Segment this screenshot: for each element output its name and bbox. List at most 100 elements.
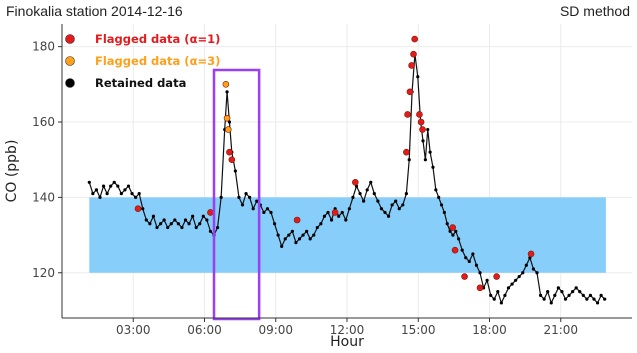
retained-point-46 — [248, 195, 252, 199]
flag1-point-20 — [493, 273, 500, 280]
retained-point-134 — [546, 290, 550, 294]
retained-point-75 — [351, 195, 355, 199]
retained-point-126 — [517, 274, 521, 279]
retained-point-59 — [294, 241, 298, 245]
retained-point-30 — [194, 225, 198, 230]
retained-point-5 — [105, 192, 109, 196]
retained-point-148 — [595, 301, 600, 305]
retained-point-142 — [574, 286, 578, 290]
retained-point-145 — [585, 297, 589, 301]
retained-point-124 — [510, 282, 514, 286]
retained-point-84 — [383, 210, 387, 215]
retained-point-143 — [578, 290, 582, 294]
retained-point-119 — [492, 297, 496, 301]
x-tick-label-0: 03:00 — [116, 323, 151, 337]
retained-point-65 — [315, 225, 319, 230]
retained-point-107 — [451, 233, 455, 237]
retained-point-146 — [588, 293, 593, 297]
retained-point-137 — [556, 286, 560, 290]
retained-point-88 — [397, 207, 401, 211]
retained-point-91 — [407, 158, 411, 162]
retained-point-90 — [404, 192, 408, 196]
retained-point-18 — [151, 214, 156, 218]
retained-point-8 — [116, 184, 120, 188]
retained-point-140 — [567, 293, 571, 297]
flag3-point-1 — [223, 114, 231, 122]
retained-point-66 — [319, 222, 323, 226]
retained-point-6 — [109, 184, 113, 188]
retained-point-40 — [227, 120, 232, 124]
retained-point-56 — [283, 237, 287, 241]
retained-point-112 — [467, 259, 471, 264]
x-axis-label: Hour — [330, 334, 364, 350]
retained-point-74 — [347, 207, 351, 211]
retained-point-138 — [560, 290, 564, 294]
x-tick-label-3: 12:00 — [330, 323, 365, 337]
retained-point-54 — [276, 233, 280, 237]
legend-label-1: Flagged data (α=3) — [95, 54, 220, 68]
retained-point-24 — [173, 218, 177, 222]
retained-point-121 — [499, 301, 503, 305]
flag1-point-16 — [449, 224, 456, 231]
flag1-point-13 — [416, 111, 423, 118]
retained-point-106 — [448, 229, 452, 233]
retained-point-89 — [401, 203, 405, 207]
retained-point-20 — [158, 222, 163, 226]
retained-point-58 — [290, 229, 294, 233]
retained-point-71 — [337, 214, 341, 218]
flag1-point-0 — [134, 205, 142, 212]
retained-point-72 — [340, 210, 344, 215]
retained-point-114 — [474, 263, 479, 267]
x-tick-label-2: 09:00 — [258, 323, 293, 337]
legend-label-0: Flagged data (α=1) — [95, 32, 220, 46]
retained-point-96 — [421, 139, 425, 143]
retained-point-86 — [390, 203, 394, 207]
retained-point-79 — [365, 188, 369, 192]
retained-point-25 — [176, 222, 180, 226]
retained-point-52 — [269, 210, 273, 215]
flag1-point-17 — [451, 246, 459, 254]
flag1-point-14 — [417, 118, 425, 126]
flag1-point-10 — [408, 62, 415, 69]
retained-point-64 — [312, 233, 316, 237]
retained-point-0 — [87, 180, 91, 184]
flag1-point-1 — [207, 209, 214, 216]
retained-point-27 — [183, 218, 188, 222]
retained-point-113 — [471, 252, 475, 256]
retained-point-115 — [478, 271, 482, 275]
x-tick-label-4: 15:00 — [401, 323, 436, 337]
retained-point-43 — [237, 195, 241, 199]
retained-point-98 — [426, 127, 430, 132]
y-axis-label: CO (ppb) — [4, 140, 20, 203]
retained-point-36 — [215, 225, 220, 230]
legend-label-2: Retained data — [95, 76, 186, 90]
retained-point-125 — [514, 278, 518, 282]
retained-point-110 — [460, 248, 464, 252]
retained-point-26 — [180, 225, 184, 230]
legend: Flagged data (α=1) Flagged data (α=3) Reta… — [65, 32, 220, 90]
retained-point-9 — [119, 192, 123, 196]
retained-point-61 — [301, 233, 305, 237]
retained-point-104 — [442, 210, 446, 215]
retained-point-81 — [372, 192, 376, 196]
flag1-point-2 — [226, 148, 233, 156]
retained-point-133 — [542, 297, 546, 301]
flag1-point-3 — [228, 156, 236, 163]
retained-point-109 — [457, 237, 461, 241]
retained-point-68 — [326, 210, 330, 215]
retained-point-11 — [126, 184, 131, 188]
retained-point-117 — [485, 278, 489, 282]
flag1-point-6 — [352, 179, 359, 186]
retained-point-100 — [431, 165, 435, 169]
reference-band — [89, 197, 606, 273]
retained-point-62 — [305, 229, 309, 233]
retained-point-3 — [98, 195, 102, 199]
retained-point-44 — [240, 203, 245, 207]
retained-point-136 — [553, 293, 557, 297]
retained-point-34 — [208, 229, 213, 233]
retained-point-83 — [379, 207, 384, 211]
retained-point-128 — [524, 263, 528, 267]
highlight-window — [212, 68, 261, 321]
y-tick-label-0: 120 — [32, 266, 55, 280]
